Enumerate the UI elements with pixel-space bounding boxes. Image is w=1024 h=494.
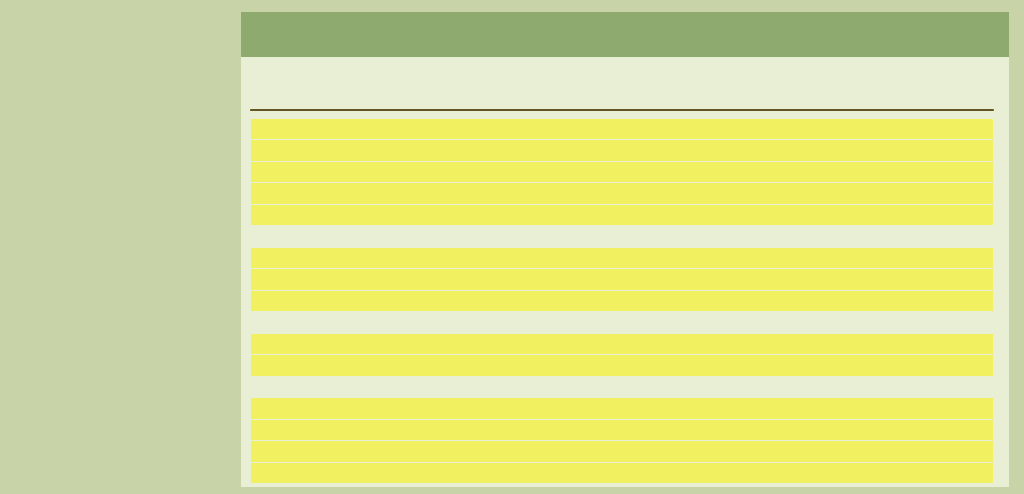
Text: 61.6 days: 61.6 days [746,209,808,222]
Text: 7.3: 7.3 [767,273,787,287]
Text: 4.2: 4.2 [767,295,787,308]
Text: 1.20: 1.20 [615,467,644,480]
Text: 0.30: 0.30 [908,252,937,265]
Text: 0.045: 0.045 [611,381,648,394]
Text: 0.067: 0.067 [759,402,796,415]
Text: Debt ratio: Debt ratio [256,252,319,265]
Text: 1.40: 1.40 [615,123,644,136]
Text: 11.2: 11.2 [909,446,936,458]
Text: Inventory turnover: Inventory turnover [256,166,373,179]
Text: 8.0: 8.0 [912,273,933,287]
Text: Price/earnings (P/E) ratio: Price/earnings (P/E) ratio [256,446,412,458]
Text: Average collection period: Average collection period [256,187,416,201]
Text: Times interest earned ratio: Times interest earned ratio [256,273,426,287]
Text: 36.9 days: 36.9 days [746,187,808,201]
Text: 8.60: 8.60 [908,166,937,179]
Text: 1.10: 1.10 [908,467,937,480]
Text: 4.2: 4.2 [912,295,933,308]
Text: Average payment period: Average payment period [256,209,411,222]
Text: Earnings per share (EPS): Earnings per share (EPS) [256,424,411,437]
Text: 0.12: 0.12 [615,338,644,351]
Text: 0.20: 0.20 [615,252,644,265]
Text: 9.52: 9.52 [615,166,644,179]
Text: 0.80: 0.80 [763,230,792,244]
Text: 0.062: 0.062 [612,359,647,372]
Text: Market/book (M/B) ratio: Market/book (M/B) ratio [256,467,403,480]
Text: $2.20: $2.20 [760,424,795,437]
Text: 45.6 days: 45.6 days [599,187,660,201]
Text: 0.27: 0.27 [763,316,792,329]
Text: 1.05: 1.05 [763,467,792,480]
Text: $1.50: $1.50 [904,424,941,437]
Text: 0.061: 0.061 [612,402,647,415]
Text: Return on common equity (ROE): Return on common equity (ROE) [256,402,459,415]
Text: 0.74: 0.74 [908,230,937,244]
Text: Current ratio: Current ratio [256,123,336,136]
Text: 0.74: 0.74 [615,230,644,244]
Text: Fixed-payment coverage ratio: Fixed-payment coverage ratio [256,295,443,308]
Text: 46.4 days: 46.4 days [892,209,953,222]
Text: 2019: 2019 [904,93,941,106]
Text: Ratio: Ratio [256,93,295,106]
Text: 0.12: 0.12 [763,338,792,351]
Text: 0.062: 0.062 [760,359,795,372]
Text: Operating profit margin: Operating profit margin [256,338,404,351]
Text: 0.040: 0.040 [904,381,941,394]
Text: 0.20: 0.20 [763,252,792,265]
Text: 10.5: 10.5 [763,446,792,458]
Text: 0.92: 0.92 [763,144,792,157]
Text: Actual 2017: Actual 2017 [586,93,674,106]
Text: 9.21: 9.21 [764,166,791,179]
Text: 8.2: 8.2 [620,273,640,287]
Text: $1.75: $1.75 [611,424,648,437]
Text: 59.3 days: 59.3 days [599,209,660,222]
Text: 35.5 days: 35.5 days [892,187,953,201]
Text: 0.053: 0.053 [904,359,941,372]
Text: Net profit margin: Net profit margin [256,359,364,372]
Text: 0.066: 0.066 [905,402,940,415]
Text: Gross profit margin: Gross profit margin [256,316,377,329]
Text: Actual 2018: Actual 2018 [733,93,821,106]
Text: 1.85: 1.85 [908,123,937,136]
Text: Quick ratio: Quick ratio [256,144,325,157]
Text: Industry average,: Industry average, [856,74,989,86]
Text: Historical and Industry Average Ratios for Sterling Company: Historical and Industry Average Ratios f… [374,27,876,42]
Text: Return on total assets (ROA): Return on total assets (ROA) [256,381,434,394]
Text: 4.5: 4.5 [620,295,640,308]
Text: 0.25: 0.25 [908,316,937,329]
Text: 1.55: 1.55 [763,123,792,136]
Text: 0.30: 0.30 [615,316,644,329]
Text: 1.00: 1.00 [615,144,644,157]
Text: 0.10: 0.10 [908,338,937,351]
Text: Total asset turnover: Total asset turnover [256,230,380,244]
Text: 0.050: 0.050 [759,381,796,394]
Text: 1.05: 1.05 [908,144,937,157]
Text: 12.0: 12.0 [615,446,644,458]
